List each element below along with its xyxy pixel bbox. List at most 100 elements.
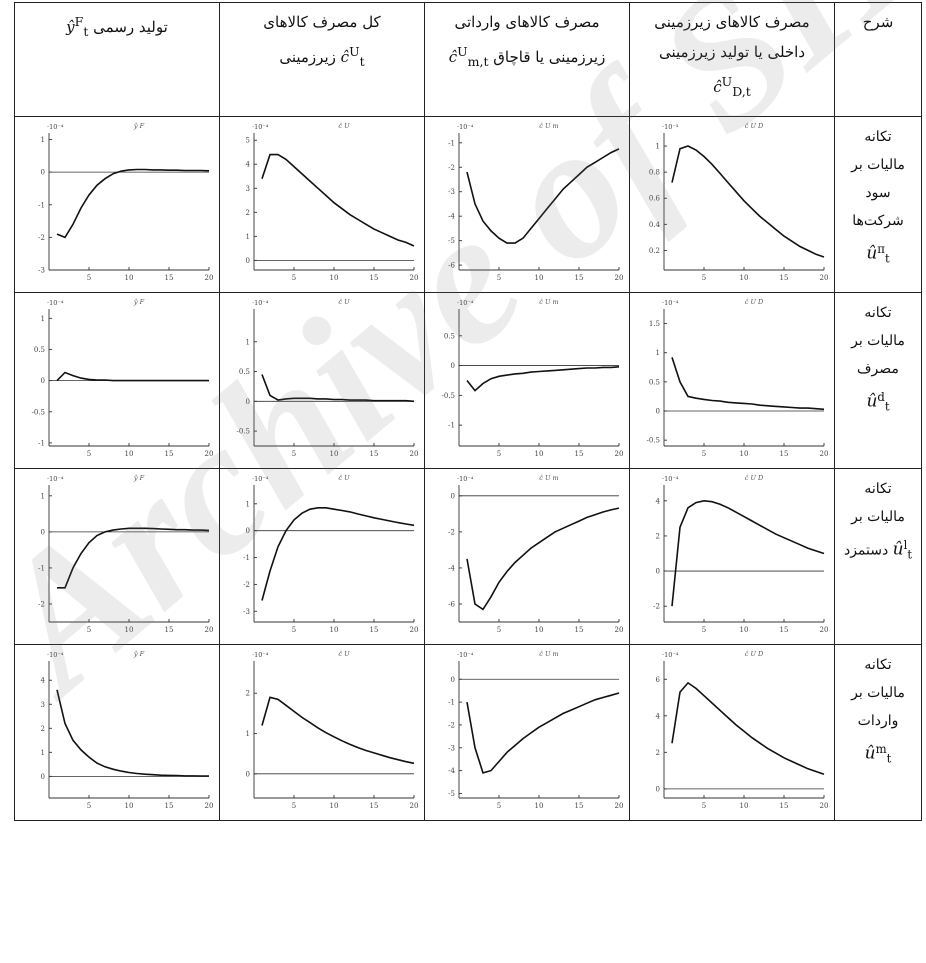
x-tick-label: 5 [702,450,706,458]
y-tick-label: 2 [246,690,250,698]
response-line [466,148,620,244]
y-tick-label: -0.5 [442,392,456,400]
y-tick-label: 1.5 [649,320,660,328]
magnitude-label: ·10⁻⁴ [47,299,64,307]
y-tick-label: 0.2 [649,247,660,255]
header-imported: مصرف کالاهای وارداتی زیرزمینی یا قاچاق ĉ… [424,2,630,117]
x-tick-label: 20 [205,626,214,634]
chart-r3-imported: -6 -4 -2 0 5 10 15 20 ·10⁻⁴ ĉ U m [424,468,630,645]
chart-r3-total: -3 -2 -1 0 1 5 10 15 20·10⁻⁴ ĉ U [219,468,425,645]
y-tick-label: -2 [653,603,660,611]
y-tick-label: -1 [38,201,45,209]
response-line [671,681,825,776]
x-tick-label: 10 [740,626,749,634]
x-tick-label: 10 [535,450,544,458]
irf-chart: -5 -4 -3 -2 -1 0 5 10 15 20 ·10⁻⁴ ĉ U m [448,650,624,810]
y-tick-label: 1 [41,315,45,323]
x-tick-label: 15 [575,450,584,458]
x-tick-label: 5 [702,802,706,810]
chart-r4-imported: -5 -4 -3 -2 -1 0 5 10 15 20 ·10⁻⁴ ĉ U m [424,644,630,821]
x-tick-label: 15 [575,274,584,282]
y-tick-label: 0 [246,257,250,265]
chart-title: ĉ U [338,650,350,658]
magnitude-label: ·10⁻⁴ [47,651,64,659]
row-import-tax: 0 1 2 3 4 5 10 15 20·10⁻⁴ ŷ F 0 1 2 5 10 15 20·10⁻⁴ ĉ U … [14,644,922,821]
chart-title: ĉ U D [745,650,764,658]
response-line [57,527,210,589]
chart-r4-official: 0 1 2 3 4 5 10 15 20 ·10⁻⁴ ŷ F [14,644,220,821]
y-tick-label: 1 [246,500,250,508]
x-tick-label: 5 [497,450,501,458]
x-tick-label: 5 [702,274,706,282]
magnitude-label: ·10⁻⁴ [662,475,679,483]
x-tick-label: 15 [370,626,379,634]
row-label-profit-tax: تکانه مالیات بر سود شرکت‌ها ûπt [834,116,922,293]
y-tick-label: -0.5 [237,428,251,436]
x-tick-label: 10 [125,626,134,634]
y-tick-label: 5 [246,137,250,145]
y-tick-label: 0.5 [239,368,250,376]
y-tick-label: -1 [448,422,455,430]
y-tick-label: 3 [41,701,45,709]
y-tick-label: 2 [246,209,250,217]
response-line [671,357,825,411]
y-tick-label: 1 [656,349,660,357]
response-line [56,689,209,777]
x-tick-label: 15 [370,802,379,810]
x-tick-label: 5 [87,274,91,282]
response-line [261,153,415,247]
y-tick-label: -1 [243,554,250,562]
y-tick-label: -1 [38,564,45,572]
x-tick-label: 5 [292,626,296,634]
x-tick-label: 15 [780,802,789,810]
x-tick-label: 15 [370,274,379,282]
y-tick-label: 3 [246,185,250,193]
x-tick-label: 10 [330,626,339,634]
y-tick-label: -5 [448,790,455,798]
x-tick-label: 15 [165,626,174,634]
y-tick-label: 0 [41,169,45,177]
magnitude-label: ·10⁻⁴ [457,299,474,307]
x-tick-label: 5 [292,274,296,282]
row-label-consumption-tax: تکانه مالیات بر مصرف ûdt [834,292,922,469]
x-tick-label: 10 [125,802,134,810]
y-tick-label: 0.6 [649,195,661,203]
y-tick-label: -6 [448,262,455,270]
chart-r3-domestic: -2 0 2 4 5 10 15 20 ·10⁻⁴ ĉ U D [629,468,835,645]
x-tick-label: 5 [87,626,91,634]
y-tick-label: -1 [38,439,45,447]
irf-chart: -0.5 0 0.5 1 1.5 5 10 15 20 ·10⁻⁴ ĉ U D [647,298,829,458]
irf-chart: -1-0.500.515 10 15 20·10⁻⁴ ŷ F [32,298,214,458]
x-tick-label: 20 [615,274,624,282]
x-tick-label: 20 [615,626,624,634]
y-tick-label: 0 [656,568,660,576]
x-tick-label: 20 [205,274,214,282]
header-total: کل مصرف کالاهای ĉUt زیرزمینی [219,2,425,117]
y-tick-label: 4 [656,497,661,505]
magnitude-label: ·10⁻⁴ [252,651,269,659]
x-tick-label: 20 [615,802,624,810]
chart-title: ĉ U D [745,474,764,482]
x-tick-label: 10 [740,450,749,458]
y-tick-label: -5 [448,237,455,245]
response-line [56,371,209,382]
chart-r1-domestic: 0.2 0.4 0.6 0.8 1 5 10 15 20·10⁻³ ĉ U D [629,116,835,293]
x-tick-label: 15 [575,802,584,810]
y-tick-label: 1 [41,492,45,500]
chart-title: ĉ U m [539,122,558,130]
y-tick-label: 2 [656,532,660,540]
y-tick-label: 0 [246,527,250,535]
x-tick-label: 10 [740,274,749,282]
y-tick-label: 1 [41,749,45,757]
y-tick-label: -1 [448,139,455,147]
x-tick-label: 15 [780,450,789,458]
irf-chart: 0 1 2 3 4 5 5 10 15 20 ·10⁻⁴ ĉ U [246,122,419,282]
chart-r2-official: -1 -0.5 0 0.5 1 5 10 15 20·10⁻⁴ ŷ F [14,292,220,469]
x-tick-label: 15 [575,626,584,634]
chart-r1-official: -3 -2 -1 0 1 5 10 15 20·10⁻⁴ ŷ F [14,116,220,293]
magnitude-label: ·10⁻⁴ [662,299,679,307]
header-domestic: مصرف کالاهای زیرزمینی داخلی یا تولید زیر… [629,2,835,117]
y-tick-label: 0 [451,362,455,370]
y-tick-label: 4 [656,712,661,720]
x-tick-label: 10 [740,802,749,810]
